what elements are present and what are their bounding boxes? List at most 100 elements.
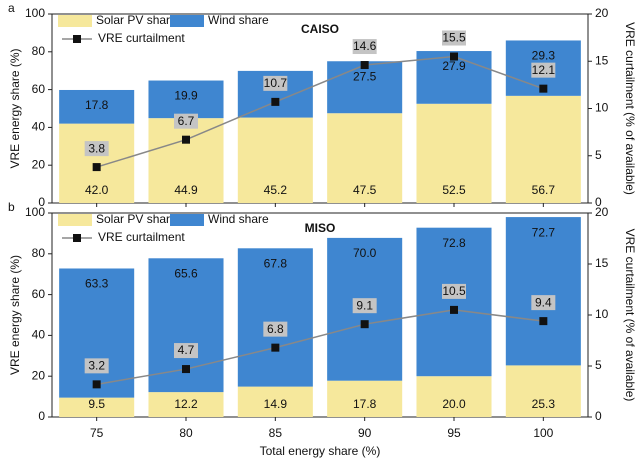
legend-label: VRE curtailment: [98, 230, 185, 244]
bar: [148, 118, 224, 203]
bar: [59, 89, 135, 124]
line-marker: [360, 61, 369, 70]
value-label: 10.7: [264, 76, 288, 90]
legend-label: Solar PV share: [96, 13, 177, 27]
x-axis-label: Total energy share (%): [260, 444, 381, 458]
y2-tick-label: 20: [595, 205, 609, 219]
bar: [416, 103, 492, 203]
y-tick-label: 0: [38, 409, 45, 423]
value-label: 12.2: [174, 397, 198, 411]
value-label: 4.7: [178, 343, 195, 357]
bar: [327, 380, 403, 417]
label-box: [442, 283, 466, 299]
value-label: 42.0: [85, 183, 109, 197]
label-box: [84, 141, 109, 157]
label-box: [263, 321, 288, 337]
value-label: 20.0: [442, 397, 466, 411]
bar: [327, 61, 403, 114]
legend-swatch: [58, 214, 92, 226]
value-label: 27.9: [442, 59, 466, 73]
bar: [237, 117, 313, 203]
y2-axis-label: VRE curtailment (% of available): [623, 229, 637, 402]
legend-swatch: [170, 214, 204, 226]
x-tick-label: 80: [179, 426, 193, 440]
value-label: 3.8: [88, 141, 105, 155]
value-label: 17.8: [353, 397, 377, 411]
y-tick-label: 40: [32, 120, 46, 134]
bar: [416, 376, 492, 417]
value-label: 17.8: [85, 98, 109, 112]
label-box: [84, 358, 109, 374]
value-label: 27.5: [353, 69, 377, 83]
bar: [505, 217, 581, 366]
value-label: 63.3: [85, 277, 109, 291]
y2-tick-label: 10: [595, 101, 609, 115]
legend-marker: [73, 234, 81, 242]
value-label: 52.5: [442, 183, 466, 197]
value-label: 65.6: [174, 266, 198, 280]
x-tick-label: 85: [269, 426, 283, 440]
value-label: 45.2: [264, 183, 288, 197]
bar: [148, 392, 224, 417]
y-tick-label: 60: [32, 287, 46, 301]
value-label: 47.5: [353, 183, 377, 197]
bar: [237, 248, 313, 387]
label-box: [442, 30, 466, 46]
label-box: [531, 295, 556, 311]
bar: [148, 80, 224, 119]
chart-title: MISO: [305, 221, 336, 235]
y-tick-label: 20: [32, 157, 46, 171]
value-label: 14.9: [264, 397, 288, 411]
curtailment-line: [96, 55, 544, 168]
value-label: 56.7: [532, 183, 556, 197]
y2-tick-label: 10: [595, 307, 609, 321]
value-label: 10.5: [442, 284, 466, 298]
x-tick-label: 90: [358, 426, 372, 440]
bar: [237, 386, 313, 417]
y2-tick-label: 5: [595, 148, 602, 162]
value-label: 15.5: [442, 31, 466, 45]
value-label: 44.9: [174, 183, 198, 197]
y2-tick-label: 0: [595, 409, 602, 423]
line-marker: [450, 305, 458, 314]
bar: [327, 113, 403, 203]
line-marker: [182, 135, 190, 144]
line-marker: [271, 97, 280, 106]
y-tick-label: 100: [25, 205, 45, 219]
x-tick-label: 95: [447, 426, 461, 440]
y-tick-label: 80: [32, 44, 46, 58]
value-label: 6.8: [267, 322, 284, 336]
y-tick-label: 60: [32, 82, 46, 96]
value-label: 70.0: [353, 246, 377, 260]
bar: [505, 95, 581, 203]
label-box: [174, 343, 198, 359]
value-label: 72.8: [442, 236, 466, 250]
y-tick-label: 80: [32, 246, 46, 260]
label-box: [263, 75, 288, 91]
y-axis-label: VRE energy share (%): [8, 255, 22, 375]
value-label: 25.3: [532, 397, 556, 411]
label-box: [352, 298, 377, 314]
line-marker: [450, 52, 458, 61]
value-label: 6.7: [178, 114, 195, 128]
y-tick-label: 100: [25, 6, 45, 20]
bar: [416, 227, 492, 377]
x-tick-label: 75: [90, 426, 104, 440]
panel-label: a: [8, 1, 15, 15]
y-tick-label: 20: [32, 368, 46, 382]
y-tick-label: 0: [38, 195, 45, 209]
chart-title: CAISO: [301, 22, 339, 36]
legend-marker: [73, 35, 81, 43]
curtailment-line: [96, 309, 544, 386]
line-marker: [539, 317, 548, 326]
y2-tick-label: 15: [595, 256, 609, 270]
value-label: 72.7: [532, 225, 556, 239]
legend-label: Solar PV share: [96, 212, 177, 226]
line-marker: [92, 163, 101, 172]
value-label: 9.4: [535, 295, 552, 309]
x-tick-label: 100: [533, 426, 553, 440]
line-marker: [182, 365, 190, 374]
value-label: 19.9: [174, 89, 198, 103]
label-box: [352, 39, 377, 55]
